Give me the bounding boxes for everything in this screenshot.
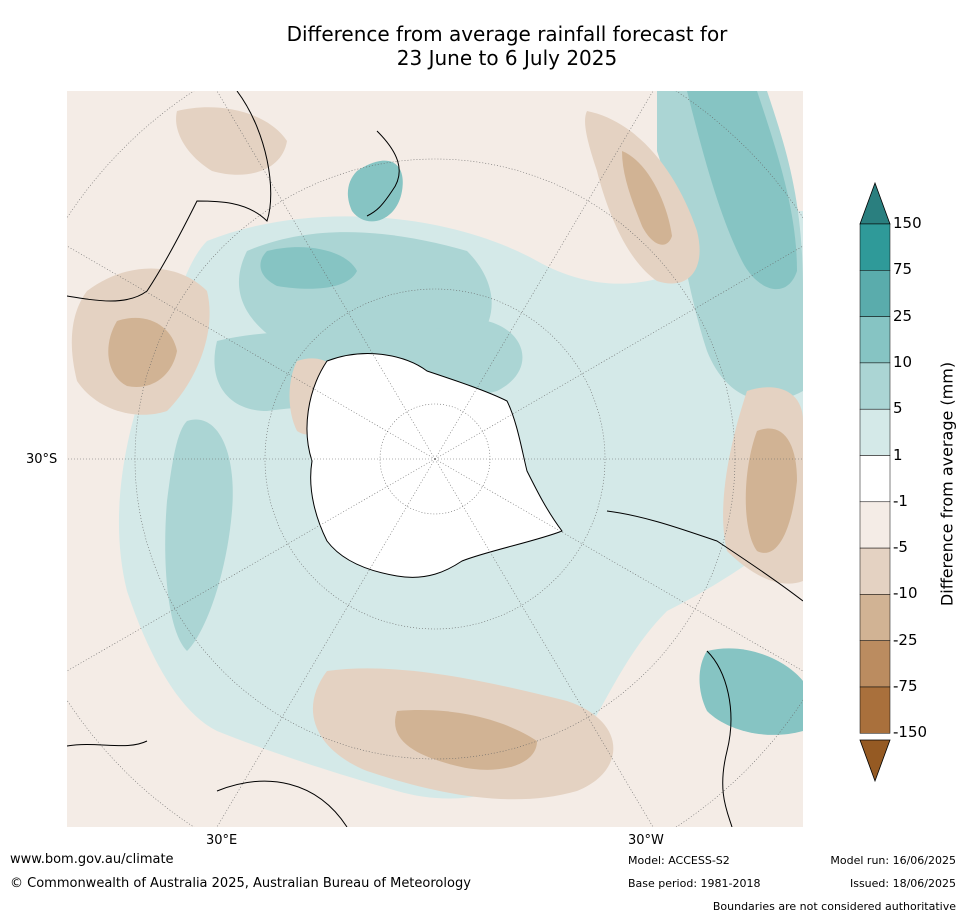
disclaimer-text: Boundaries are not considered authoritat… [712, 900, 956, 913]
colorbar-tick-label: -10 [893, 584, 918, 603]
lat-label-30s: 30°S [26, 452, 58, 467]
colorbar-segment [859, 455, 891, 503]
wet-region-atlantic [699, 648, 803, 735]
title-line-1: Difference from average rainfall forecas… [286, 22, 728, 46]
colorbar-segment [859, 362, 891, 410]
colorbar-tick-label: 150 [893, 214, 922, 232]
model-run-text: Model run: 16/06/2025 [830, 854, 956, 867]
colorbar-segment [859, 547, 891, 595]
colorbar-bottom-arrow [859, 739, 891, 783]
website-link[interactable]: www.bom.gov.au/climate [10, 852, 174, 867]
colorbar-tick-label: 1 [893, 445, 903, 464]
colorbar-segment [859, 640, 891, 688]
lon-label-30e: 30°E [206, 833, 238, 848]
dry-region-south-pacific-core [622, 151, 672, 245]
dry-region-tasman [176, 107, 287, 175]
colorbar-segments [859, 223, 891, 734]
colorbar-title: Difference from average (mm) [937, 361, 957, 607]
colorbar-top-arrow [859, 181, 891, 225]
colorbar-segment [859, 501, 891, 549]
antarctica [306, 353, 563, 578]
graticule [67, 91, 803, 827]
dry-region-south-africa-core [395, 710, 537, 770]
colorbar-segment [859, 223, 891, 271]
colorbar-tick-label: -25 [893, 630, 918, 649]
wet-region-nz [347, 160, 403, 222]
colorbar-segment [859, 270, 891, 317]
issued-text: Issued: 18/06/2025 [849, 877, 956, 890]
coastlines [67, 91, 803, 827]
dry-region-australia-core [108, 317, 177, 387]
colorbar-tick-label: -150 [893, 723, 928, 742]
map-title: Difference from average rainfall forecas… [0, 22, 965, 70]
title-line-2: 23 June to 6 July 2025 [396, 46, 618, 70]
lon-label-30w: 30°W [628, 833, 664, 848]
colorbar-tick-label: 10 [893, 352, 913, 371]
map-svg [67, 91, 803, 827]
colorbar-segment [859, 316, 891, 364]
colorbar-tick-label: -75 [893, 677, 918, 695]
colorbar-tick-label: 5 [893, 399, 903, 418]
wet-region-west [165, 419, 233, 651]
model-text: Model: ACCESS-S2 [628, 854, 730, 867]
colorbar-segment [859, 408, 891, 456]
colorbar-segment [859, 686, 891, 734]
rainfall-map [67, 91, 803, 827]
colorbar-segment [859, 594, 891, 641]
colorbar-tick-label: -1 [893, 491, 908, 510]
dry-region-south-america-core [745, 428, 797, 553]
copyright-text: © Commonwealth of Australia 2025, Austra… [10, 876, 471, 891]
colorbar [859, 181, 891, 783]
colorbar-tick-label: 25 [893, 306, 913, 325]
colorbar-tick-label: -5 [893, 538, 908, 557]
wet-region-ross [260, 247, 357, 289]
wet-region-pacific-strong [687, 91, 797, 290]
base-period-text: Base period: 1981-2018 [628, 877, 761, 890]
colorbar-tick-label: 75 [893, 260, 913, 279]
